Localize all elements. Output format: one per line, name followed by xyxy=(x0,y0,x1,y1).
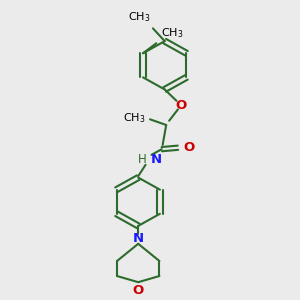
Text: O: O xyxy=(133,284,144,297)
Text: CH$_3$: CH$_3$ xyxy=(161,27,183,40)
Text: H: H xyxy=(138,153,147,166)
Text: N: N xyxy=(151,153,162,166)
Text: CH$_3$: CH$_3$ xyxy=(123,111,146,125)
Text: N: N xyxy=(133,232,144,245)
Text: O: O xyxy=(175,99,187,112)
Text: CH$_3$: CH$_3$ xyxy=(128,10,150,24)
Text: O: O xyxy=(184,141,195,154)
